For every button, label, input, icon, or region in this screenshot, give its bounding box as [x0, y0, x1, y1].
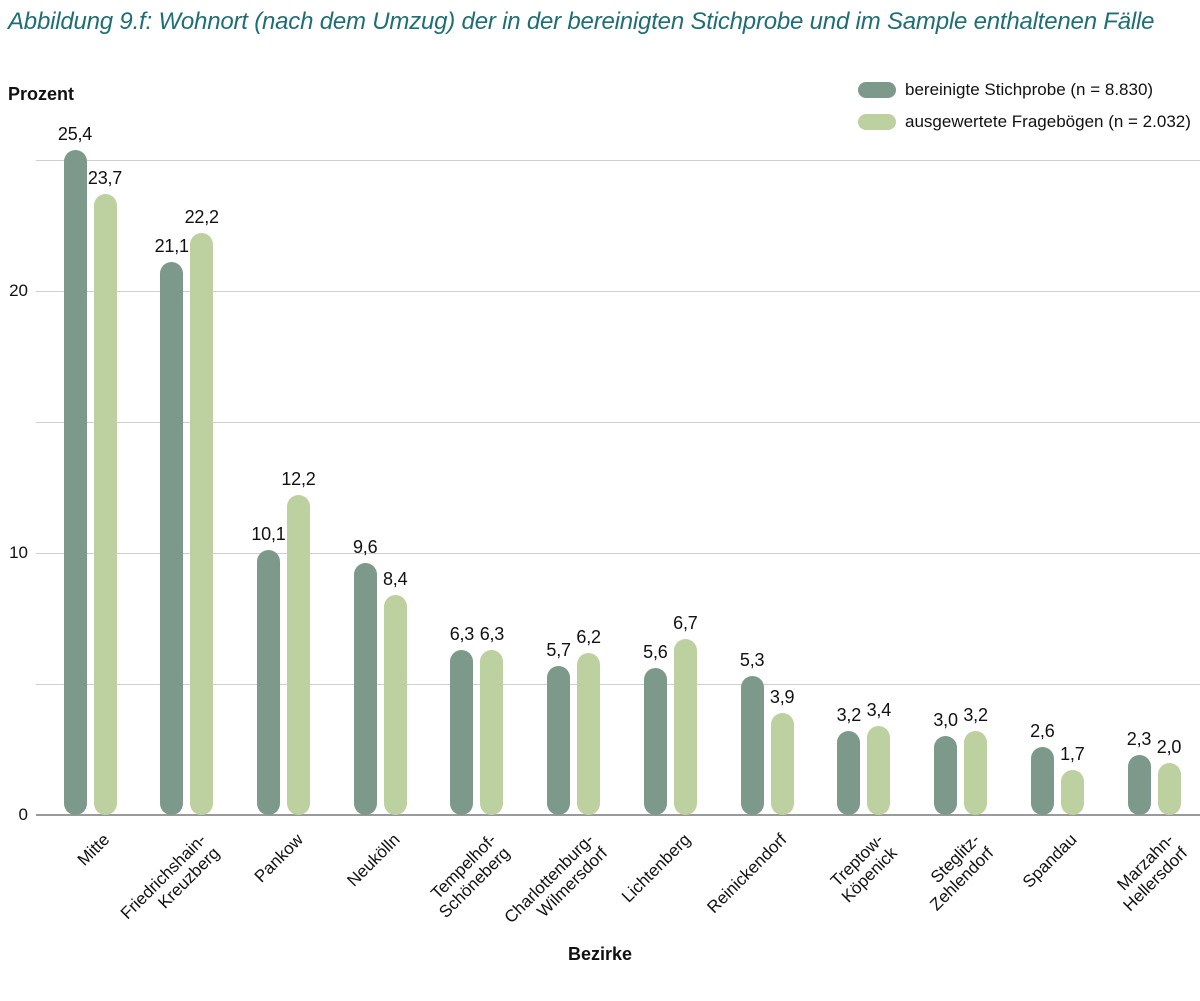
- value-label: 3,2: [836, 705, 862, 726]
- value-label: 3,0: [933, 710, 958, 731]
- bar-stichprobe: [837, 731, 861, 815]
- gridline: [36, 422, 1200, 423]
- bar-fragebogen: [190, 233, 214, 815]
- gridline: [36, 553, 1200, 554]
- value-label: 6,7: [673, 613, 698, 634]
- bar-fragebogen: [383, 594, 407, 815]
- legend-item-fragebogen: ausgewertete Fragebögen (n = 2.032): [858, 112, 1191, 132]
- x-tick-label: Spandau: [1019, 830, 1081, 892]
- bar-fragebogen: [1157, 762, 1181, 815]
- x-tick-label: Tempelhof- Schöneberg: [427, 830, 514, 922]
- value-label: 5,7: [546, 639, 571, 660]
- value-label: 3,9: [769, 686, 795, 707]
- bar-stichprobe: [1030, 746, 1054, 815]
- chart-title: Abbildung 9.f: Wohnort (nach dem Umzug) …: [8, 8, 1155, 35]
- x-tick-label: Pankow: [250, 830, 307, 887]
- value-label: 22,2: [184, 207, 219, 228]
- value-label: 12,2: [281, 469, 316, 490]
- bar-fragebogen: [1060, 770, 1084, 815]
- value-label: 8,4: [382, 568, 408, 589]
- x-tick-label: Neukölln: [343, 830, 404, 891]
- x-tick-label: Treptow- Köpenick: [826, 830, 901, 907]
- bar-fragebogen: [577, 652, 601, 815]
- value-label: 23,7: [87, 168, 123, 189]
- value-label: 5,6: [643, 642, 668, 663]
- legend: bereinigte Stichprobe (n = 8.830) ausgew…: [858, 80, 1191, 132]
- bar-stichprobe: [160, 262, 184, 815]
- value-label: 6,3: [479, 623, 505, 644]
- x-tick-label: Lichtenberg: [617, 830, 694, 907]
- value-label: 5,3: [739, 650, 765, 671]
- bar-stichprobe: [63, 149, 87, 815]
- bar-fragebogen: [480, 649, 504, 815]
- y-tick-label: 10: [9, 543, 28, 562]
- bar-stichprobe: [256, 550, 280, 815]
- value-label: 2,3: [1126, 728, 1152, 749]
- legend-item-stichprobe: bereinigte Stichprobe (n = 8.830): [858, 80, 1191, 100]
- value-label: 21,1: [154, 236, 189, 257]
- x-axis-title: Bezirke: [567, 944, 633, 964]
- value-label: 3,2: [963, 705, 988, 726]
- value-label: 2,6: [1030, 720, 1055, 741]
- legend-swatch-dark-green: [858, 82, 896, 98]
- bar-stichprobe: [1127, 754, 1151, 815]
- bar-stichprobe: [934, 736, 958, 815]
- x-tick-label: Steglitz- Zehlendorf: [926, 830, 998, 915]
- x-tick-label: Marzahn- Hellersdorf: [1113, 830, 1191, 915]
- bar-fragebogen: [964, 731, 988, 815]
- value-label: 10,1: [251, 524, 286, 545]
- bar-fragebogen: [93, 194, 117, 815]
- y-tick-label: 20: [9, 281, 28, 300]
- gridline: [36, 291, 1200, 292]
- value-label: 3,4: [866, 699, 892, 720]
- legend-swatch-light-green: [858, 114, 896, 130]
- legend-label-stichprobe: bereinigte Stichprobe (n = 8.830): [905, 80, 1154, 99]
- y-tick-label: 0: [18, 805, 28, 824]
- value-label: 1,7: [1060, 744, 1085, 765]
- gridline: [36, 684, 1200, 685]
- x-tick-label: Mitte: [73, 830, 114, 870]
- x-tick-label: Friedrichshain- Kreuzberg: [117, 830, 224, 923]
- bar-fragebogen: [673, 639, 697, 815]
- gridline: [36, 160, 1200, 161]
- value-label: 25,4: [57, 123, 93, 144]
- bar-stichprobe: [450, 649, 474, 815]
- bar-stichprobe: [353, 563, 377, 815]
- x-axis-line: [36, 814, 1200, 816]
- legend-label-fragebogen: ausgewertete Fragebögen (n = 2.032): [905, 112, 1191, 131]
- bar-stichprobe: [547, 665, 571, 815]
- bar-stichprobe: [643, 668, 667, 815]
- bar-stichprobe: [740, 676, 764, 815]
- x-tick-label: Reinickendorf: [703, 830, 791, 917]
- value-label: 6,2: [576, 626, 601, 647]
- value-label: 6,3: [449, 623, 475, 644]
- value-label: 2,0: [1156, 736, 1182, 757]
- value-label: 9,6: [352, 537, 378, 558]
- y-axis-title: Prozent: [8, 84, 75, 104]
- bar-fragebogen: [286, 495, 310, 815]
- bar-fragebogen: [867, 725, 891, 815]
- x-tick-label: Charlottenburg- Wilmersdorf: [500, 830, 611, 927]
- bar-fragebogen: [770, 712, 794, 815]
